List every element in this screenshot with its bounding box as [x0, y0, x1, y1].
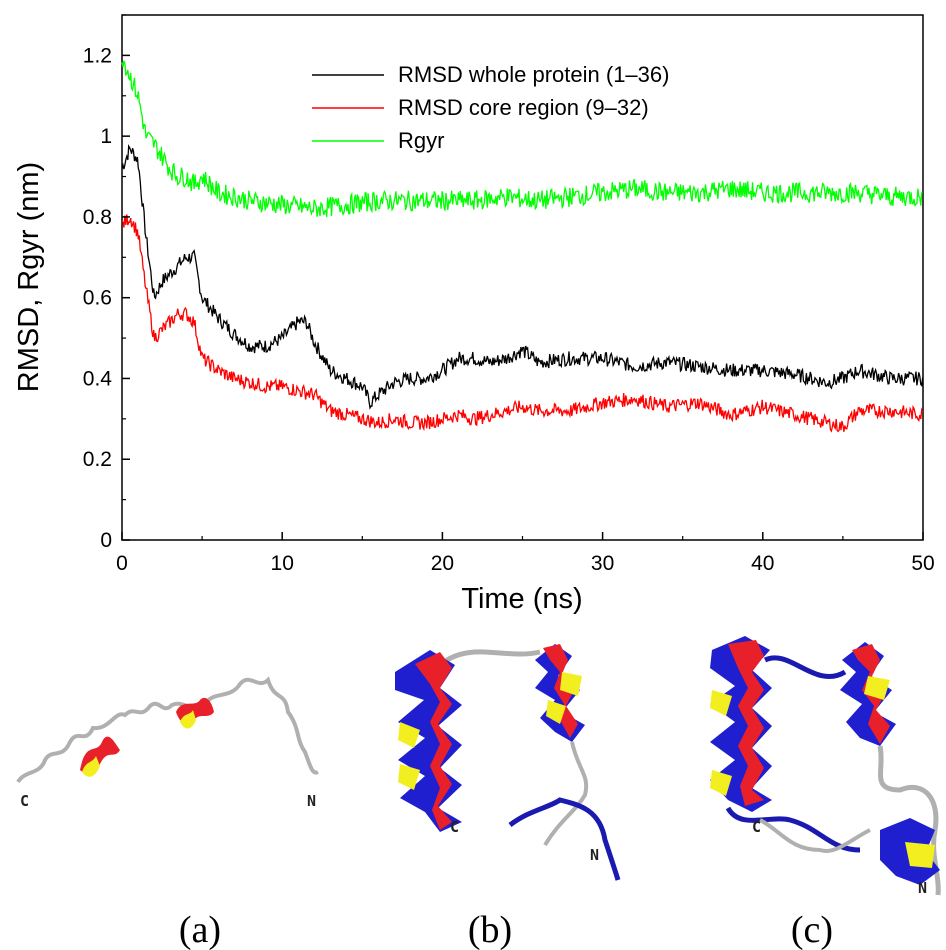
helix-c1-red: [728, 640, 764, 806]
y-tick-label: 0: [100, 529, 112, 552]
c-terminus-label-c: C: [752, 818, 761, 836]
structure-panel-c: C N (c): [710, 636, 941, 950]
x-tick-label: 30: [591, 552, 614, 575]
coil-b-blue: [508, 797, 621, 881]
y-axis-title: RMSD, Rgyr (nm): [13, 162, 45, 392]
c-terminus-label-b: C: [450, 818, 459, 836]
coil-c-right: [877, 745, 941, 896]
ticks-layer: 0 10 20 30 40 50 0 0.2 0.4 0.6 0.8 1 1.2: [83, 14, 935, 575]
panel-caption-b: (b): [468, 909, 512, 950]
helix-b1-red: [415, 652, 452, 830]
series-layer: [121, 60, 924, 433]
y-tick-label: 0.6: [83, 287, 112, 310]
panel-caption-a: (a): [179, 909, 221, 950]
legend: RMSD whole protein (1–36) RMSD core regio…: [312, 62, 669, 153]
coil-b-tail: [543, 741, 589, 847]
x-tick-label: 50: [911, 552, 934, 575]
helix-c1-yellow: [710, 690, 732, 796]
coil-c-gray: [759, 818, 871, 853]
coil-c-left: [725, 806, 861, 853]
y-tick-label: 1: [100, 125, 112, 148]
rmsd-rgyr-chart: 0 10 20 30 40 50 0 0.2 0.4 0.6 0.8 1 1.2 Time (ns) R…: [13, 14, 935, 615]
helix-b2-red: [543, 644, 578, 738]
structure-panel-a: C N (a): [16, 676, 319, 950]
legend-label: RMSD whole protein (1–36): [398, 62, 669, 87]
plot-frame: [121, 14, 924, 541]
helix-a2-yellow: [180, 710, 196, 729]
y-tick-label: 0.4: [83, 367, 113, 390]
structure-panel-b: C N (b): [395, 644, 621, 950]
helix-c2-yellow: [864, 676, 890, 700]
coil-b-top: [438, 649, 541, 667]
coil-chain-a: [16, 676, 319, 784]
legend-label: RMSD core region (9–32): [398, 95, 649, 120]
y-tick-label: 0.2: [83, 448, 112, 471]
series-line-1: [121, 143, 924, 410]
series-line-2: [121, 214, 924, 433]
y-tick-label: 0.8: [83, 206, 112, 229]
helix-c3-yellow: [905, 842, 935, 868]
helix-a1-yellow: [82, 756, 100, 777]
panel-caption-c: (c): [791, 909, 833, 950]
series-line-3: [121, 60, 923, 217]
x-axis-title: Time (ns): [461, 583, 582, 615]
y-tick-label: 1.2: [83, 44, 112, 67]
coil-c-top: [763, 655, 847, 680]
helix-b1-yellow: [398, 722, 420, 790]
x-tick-label: 0: [116, 552, 128, 575]
x-tick-label: 20: [431, 552, 454, 575]
helix-b2-yellow: [546, 672, 582, 724]
legend-label: Rgyr: [398, 128, 444, 153]
n-terminus-label-c: N: [918, 879, 927, 897]
x-tick-label: 40: [751, 552, 774, 575]
n-terminus-label-a: N: [307, 792, 316, 810]
c-terminus-label-a: C: [20, 792, 29, 810]
x-tick-label: 10: [271, 552, 294, 575]
n-terminus-label-b: N: [590, 846, 599, 864]
